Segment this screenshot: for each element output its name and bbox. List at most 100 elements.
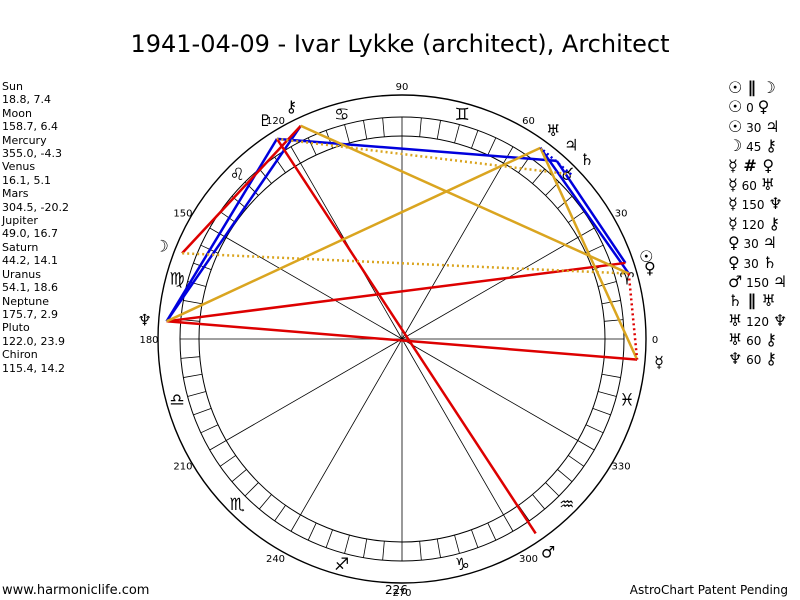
- spoke-line: [401, 338, 504, 516]
- planet-coords: 18.8, 7.4: [2, 93, 51, 107]
- degree-tick: [180, 356, 200, 359]
- zodiac-sign-glyph: ♓: [619, 390, 634, 410]
- degree-label: 210: [173, 462, 192, 473]
- degree-tick: [219, 211, 236, 223]
- degree-tick: [503, 514, 514, 532]
- degree-label: 300: [519, 554, 538, 565]
- degree-tick: [231, 469, 247, 483]
- aspect-planet-b: ♀: [757, 97, 770, 117]
- degree-tick: [187, 391, 207, 397]
- degree-tick: [363, 538, 368, 558]
- aspect-planet-b: ☽: [761, 78, 776, 97]
- aspect-lines: [165, 124, 639, 535]
- planet-coords: 175.7, 2.9: [2, 307, 58, 321]
- aspect-row: ☉ ∥ ☽: [728, 78, 787, 97]
- degree-tick: [597, 391, 617, 397]
- aspect-planet-a: ♂: [728, 271, 743, 291]
- aspect-type: 120: [737, 217, 769, 232]
- planet-glyph: ♂: [541, 543, 555, 562]
- degree-tick: [454, 124, 460, 144]
- degree-tick: [258, 494, 272, 510]
- aspect-list: ☉ ∥ ☽ ☉ 0 ♀ ☉ 30 ♃ ☽ 45 ⚷ ☿ # ♀ ☿ 60 ♅ ☿ 150 ♆…: [728, 78, 787, 369]
- planet-glyph: ☿: [654, 352, 664, 371]
- aspect-planet-a: ☽: [728, 136, 743, 156]
- degree-tick: [585, 424, 604, 434]
- spoke-line: [225, 338, 403, 441]
- degree-tick: [419, 117, 422, 137]
- zodiac-sign-glyph: ♍: [169, 270, 184, 290]
- aspect-line: [181, 124, 302, 255]
- degree-tick: [454, 534, 460, 554]
- degree-tick: [436, 120, 441, 140]
- aspect-type: 30: [742, 120, 766, 135]
- degree-tick: [568, 455, 585, 467]
- aspect-row: ♂ 150 ♃: [728, 272, 787, 291]
- planet-coords: 122.0, 23.9: [2, 334, 65, 348]
- degree-tick: [219, 455, 236, 467]
- planet-glyph: ♅: [546, 121, 560, 140]
- aspect-line: [166, 261, 626, 323]
- aspect-row: ☽ 45 ⚷: [728, 136, 787, 155]
- aspect-line: [165, 138, 279, 322]
- aspect-row: ♀ 30 ♄: [728, 253, 787, 272]
- planet-name: Chiron: [2, 348, 38, 362]
- aspect-type: 30: [739, 256, 763, 271]
- footer-site-link[interactable]: www.harmoniclife.com: [2, 583, 150, 598]
- planet-glyph: ♃: [564, 135, 578, 154]
- aspect-planet-b: ♅: [761, 291, 776, 311]
- chart-title: 1941-04-09 - Ivar Lykke (architect), Arc…: [130, 30, 670, 58]
- degree-label: 30: [615, 209, 628, 220]
- zodiac-sign-glyph: ♒: [559, 495, 574, 515]
- degree-tick: [471, 130, 479, 149]
- aspect-type: #: [737, 155, 763, 175]
- aspect-type: 120: [742, 314, 773, 329]
- degree-tick: [532, 494, 546, 510]
- degree-tick: [577, 440, 595, 451]
- degree-tick: [307, 522, 317, 541]
- planet-coords: 44.2, 14.1: [2, 254, 58, 268]
- aspect-type: ∥: [742, 78, 762, 97]
- degree-tick: [419, 541, 422, 561]
- planet-glyphs: ☉ ☽ ☿ ♀ ♂ ♃♄ ♅ ♆ ♇ ⚷: [138, 97, 664, 562]
- degree-tick: [290, 146, 301, 164]
- degree-label: 120: [266, 116, 285, 127]
- planet-name: Mars: [2, 187, 29, 201]
- degree-tick: [532, 168, 546, 184]
- aspect-type: 60: [737, 178, 761, 193]
- degree-tick: [290, 514, 301, 532]
- degree-tick: [209, 227, 227, 238]
- aspect-planet-b: ♆: [772, 310, 788, 330]
- aspect-planet-a: ☉: [728, 78, 743, 97]
- degree-tick: [568, 211, 585, 223]
- aspect-line: [539, 147, 630, 275]
- aspect-line: [166, 146, 541, 323]
- aspect-row: ☿ 120 ⚷: [728, 214, 787, 233]
- degree-tick: [244, 482, 259, 497]
- degree-tick: [209, 440, 227, 451]
- aspect-planet-b: ♀: [762, 155, 775, 175]
- aspect-line: [275, 138, 537, 535]
- planet-glyph: ♀: [644, 258, 656, 277]
- zodiac-sign-glyph: ♌: [230, 165, 245, 185]
- degree-tick: [592, 408, 611, 416]
- outer-ring: [157, 94, 647, 584]
- spoke-line: [401, 338, 579, 441]
- aspect-line: [166, 320, 638, 361]
- aspect-planet-b: ♃: [762, 233, 777, 253]
- spoke-line: [300, 338, 403, 516]
- degree-tick: [487, 137, 497, 156]
- planet-coords: 49.0, 16.7: [2, 227, 58, 241]
- aspect-row: ♀ 30 ♃: [728, 233, 787, 252]
- aspect-planet-a: ☉: [728, 97, 743, 117]
- degree-label: 240: [266, 554, 285, 565]
- aspect-row: ♅ 60 ⚷: [728, 330, 787, 349]
- aspect-planet-b: ⚷: [765, 330, 777, 350]
- degree-tick: [193, 262, 212, 270]
- aspect-row: ☿ 60 ♅: [728, 175, 787, 194]
- aspect-type: 45: [742, 140, 766, 155]
- aspect-planet-b: ♃: [765, 116, 780, 136]
- planet-name: Saturn: [2, 240, 39, 254]
- degree-label: 270: [392, 588, 411, 599]
- aspect-type: 150: [742, 275, 773, 290]
